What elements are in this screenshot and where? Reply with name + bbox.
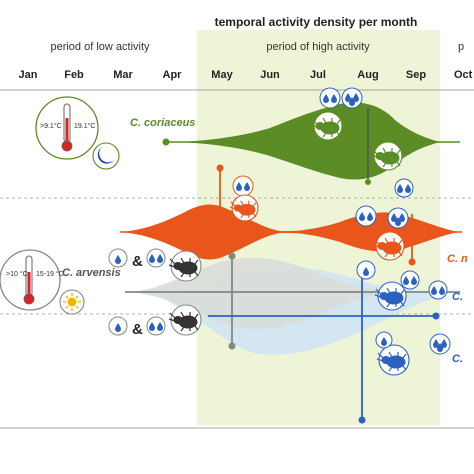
beetle-icon [229, 194, 405, 261]
orange-peak-point [216, 164, 224, 172]
water-drops-icon [355, 205, 409, 229]
coriaceus-peak-point [365, 179, 371, 185]
arvensis-species-label: C. arvensis [62, 267, 121, 279]
arvensis-peak-point [228, 252, 236, 260]
coriaceus-temp-high: 19.1°C [74, 122, 95, 130]
month-label: Apr [163, 69, 183, 81]
water-drops-icon [146, 248, 166, 268]
diagram-title: temporal activity density per month [215, 15, 418, 29]
coriaceus-climate-badge: >9.1°C 19.1°C [35, 96, 120, 170]
orange-species-label: C. n [447, 253, 468, 265]
blue-species-label: C. [452, 291, 463, 303]
month-label: Jan [19, 69, 38, 81]
water-drops-icon [108, 316, 128, 336]
thermometer-icon [23, 255, 35, 305]
high-period-label: period of high activity [266, 41, 370, 53]
beetle-icon [374, 281, 410, 376]
arvensis-end-point [228, 342, 236, 350]
arvensis-temp-high: 15-19 °C [36, 270, 64, 278]
cut-period-label: p [458, 41, 464, 53]
arvensis-climate-badge: >10 °C 15-19 °C [0, 249, 85, 315]
month-label: May [211, 69, 233, 81]
ampersand-label: & [132, 321, 143, 338]
water-drops-icon [375, 331, 451, 355]
water-drops-icon [319, 87, 363, 109]
low-period-label: period of low activity [50, 41, 150, 53]
orange-second-peak-point [408, 258, 416, 266]
coriaceus-temp-low: >9.1°C [40, 122, 62, 130]
coriaceus-species-label: C. coriaceus [130, 117, 195, 129]
water-drops-icon [108, 248, 128, 268]
water-drops-icon [356, 260, 448, 300]
month-label: Oct [454, 69, 473, 81]
coriaceus-start-point [162, 138, 170, 146]
month-axis: Jan Feb Mar Apr May Jun Jul Aug Sep Oct [19, 69, 473, 81]
blue-end-point [358, 416, 366, 424]
sun-icon [63, 293, 81, 311]
beetle-icon [168, 250, 202, 282]
thermometer-icon [61, 103, 73, 152]
beetle-icon [310, 111, 403, 171]
arvensis-temp-low: >10 °C [6, 270, 28, 278]
month-label: Jun [260, 69, 280, 81]
water-drops-icon [394, 178, 414, 198]
month-label: Aug [357, 69, 378, 81]
blue-species-label-2: C. [452, 353, 463, 365]
water-drops-icon [232, 175, 254, 197]
beetle-icon [168, 304, 202, 336]
month-label: Feb [64, 69, 84, 81]
water-drops-icon [146, 316, 166, 336]
month-label: Sep [406, 69, 426, 81]
ampersand-label: & [132, 253, 143, 270]
month-label: Jul [310, 69, 326, 81]
blue-right-point [432, 312, 440, 320]
month-label: Mar [113, 69, 133, 81]
